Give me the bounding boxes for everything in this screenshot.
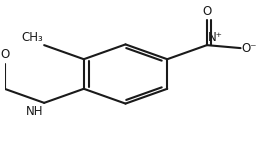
Text: N⁺: N⁺ xyxy=(208,31,223,44)
Text: O⁻: O⁻ xyxy=(242,42,257,55)
Text: CH₃: CH₃ xyxy=(21,31,43,44)
Text: O: O xyxy=(0,48,9,61)
Text: O: O xyxy=(202,5,212,18)
Text: NH: NH xyxy=(26,105,43,118)
